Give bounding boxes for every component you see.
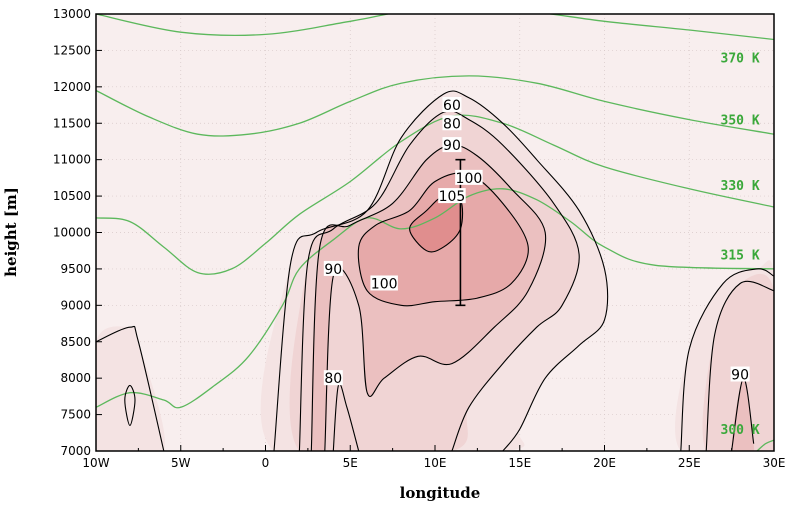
y-tick-label: 10500 — [53, 189, 91, 203]
contour-label: 90 — [443, 138, 461, 154]
y-tick-label: 7500 — [60, 408, 91, 422]
contour-line — [680, 268, 774, 451]
contour-label-bg — [370, 275, 398, 291]
isentrope-label: 350 K — [721, 114, 760, 129]
isentrope-line — [96, 114, 774, 275]
isentrope-label: 315 K — [721, 248, 760, 263]
isentrope-line — [756, 439, 774, 451]
x-tick-label: 0 — [262, 456, 270, 470]
isentrope-line — [96, 188, 774, 409]
x-tick-label: 10E — [424, 456, 447, 470]
contour-line — [310, 144, 547, 451]
y-tick-label: 9000 — [60, 298, 91, 312]
shade-region-90 — [731, 378, 755, 451]
x-axis-title: longitude — [400, 484, 481, 502]
y-axis-ticks: 7000 7500 8000 8500 9000 9500 10000 10500 11000 1… — [53, 7, 102, 458]
contour-line — [332, 383, 360, 451]
contour-line — [705, 280, 774, 451]
x-tick-label: 15E — [508, 456, 531, 470]
shade-region-80 — [702, 273, 774, 451]
y-tick-label: 7000 — [60, 444, 91, 458]
contour-label: 60 — [443, 98, 461, 114]
y-tick-label: 12000 — [53, 80, 91, 94]
y-axis-title: height [m] — [2, 187, 20, 277]
contour-label-bg — [455, 169, 483, 185]
x-tick-label: 5W — [171, 456, 191, 470]
isentrope-labels: 370 K 350 K 330 K 315 K 300 K — [721, 52, 760, 438]
contour-line — [273, 90, 609, 451]
contour-line — [298, 110, 580, 451]
contour-label-bg — [442, 115, 462, 131]
isentrope-label: 300 K — [721, 423, 760, 438]
contour-label: 80 — [324, 371, 342, 387]
contour-line — [96, 325, 165, 451]
x-tick-label: 5E — [343, 456, 358, 470]
contour-label-bg — [323, 260, 343, 276]
contour-label: 105 — [439, 189, 466, 205]
x-tick-label: 10W — [82, 456, 109, 470]
contour-labels: 60 80 90 100 105 90 100 80 90 — [323, 97, 750, 387]
contour-label: 80 — [443, 116, 461, 132]
y-tick-label: 11000 — [53, 153, 91, 167]
contour-label-bg — [438, 188, 466, 204]
contour-label: 90 — [324, 262, 342, 278]
contour-line — [124, 384, 136, 427]
contour-lines — [96, 90, 774, 451]
x-axis-ticks: 10W 5W 0 5E 10E 15E 20E 25E 30E — [82, 445, 785, 470]
isentrope-label: 330 K — [721, 179, 760, 194]
y-tick-label: 8000 — [60, 371, 91, 385]
x-tick-label: 30E — [763, 456, 786, 470]
y-tick-label: 8500 — [60, 335, 91, 349]
y-tick-label: 12500 — [53, 43, 91, 57]
contour-label-bg — [442, 97, 462, 113]
y-tick-label: 9500 — [60, 262, 91, 276]
contour-line — [357, 172, 529, 307]
contour-label-bg — [323, 370, 343, 386]
isentrope-line — [96, 14, 774, 41]
isentrope-lines — [96, 14, 774, 451]
y-tick-label: 11500 — [53, 116, 91, 130]
x-tick-label: 20E — [593, 456, 616, 470]
shade-region-60 — [96, 326, 165, 451]
isentrope-label: 370 K — [721, 52, 760, 67]
isentrope-line — [96, 75, 774, 137]
contour-label: 100 — [456, 171, 483, 187]
contour-label: 90 — [731, 368, 749, 384]
x-tick-label: 25E — [678, 456, 701, 470]
contour-line — [409, 194, 464, 253]
contour-label-bg — [730, 366, 750, 382]
contour-label-bg — [442, 137, 462, 153]
y-tick-label: 13000 — [53, 7, 91, 21]
y-tick-label: 10000 — [53, 226, 91, 240]
contour-label: 100 — [371, 276, 398, 292]
